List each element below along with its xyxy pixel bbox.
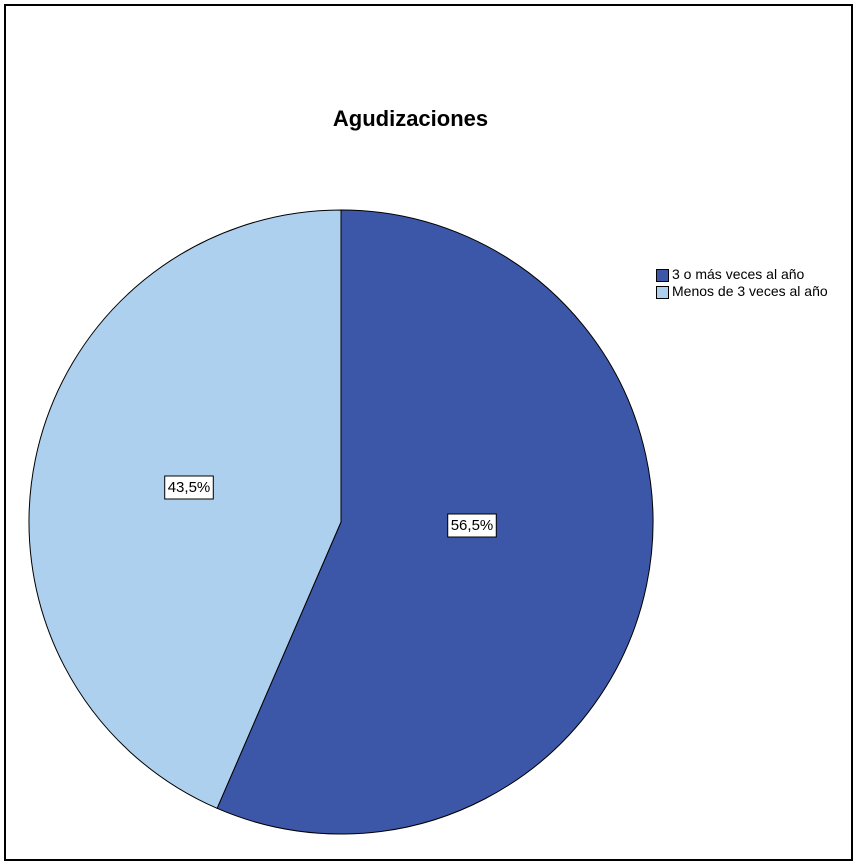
data-label-1: 43,5% [164, 475, 214, 500]
data-label-box-1 [164, 475, 214, 500]
pie-chart: 56,5% 43,5% [28, 209, 654, 835]
pie-slices [28, 209, 654, 835]
legend: 3 o más veces al año Menos de 3 veces al… [654, 266, 854, 302]
legend-label-1: Menos de 3 veces al año [672, 283, 828, 299]
legend-swatch-1 [656, 286, 669, 299]
chart-frame: Agudizaciones 56,5% 43,5% 3 o más veces a… [4, 4, 853, 861]
pie-data-labels: 56,5% 43,5% [164, 475, 497, 538]
legend-item-1: Menos de 3 veces al año [654, 283, 854, 299]
data-label-text-1: 43,5% [168, 479, 211, 496]
pie-slice-1 [28, 209, 342, 809]
chart-title: Agudizaciones [332, 106, 489, 131]
pie-slice-0 [216, 209, 654, 835]
data-label-text-0: 56,5% [451, 517, 494, 534]
legend-label-0: 3 o más veces al año [672, 266, 805, 282]
legend-swatch-0 [656, 269, 669, 282]
data-label-0: 56,5% [447, 513, 497, 538]
data-label-box-0 [447, 513, 497, 538]
legend-item-0: 3 o más veces al año [654, 266, 854, 282]
